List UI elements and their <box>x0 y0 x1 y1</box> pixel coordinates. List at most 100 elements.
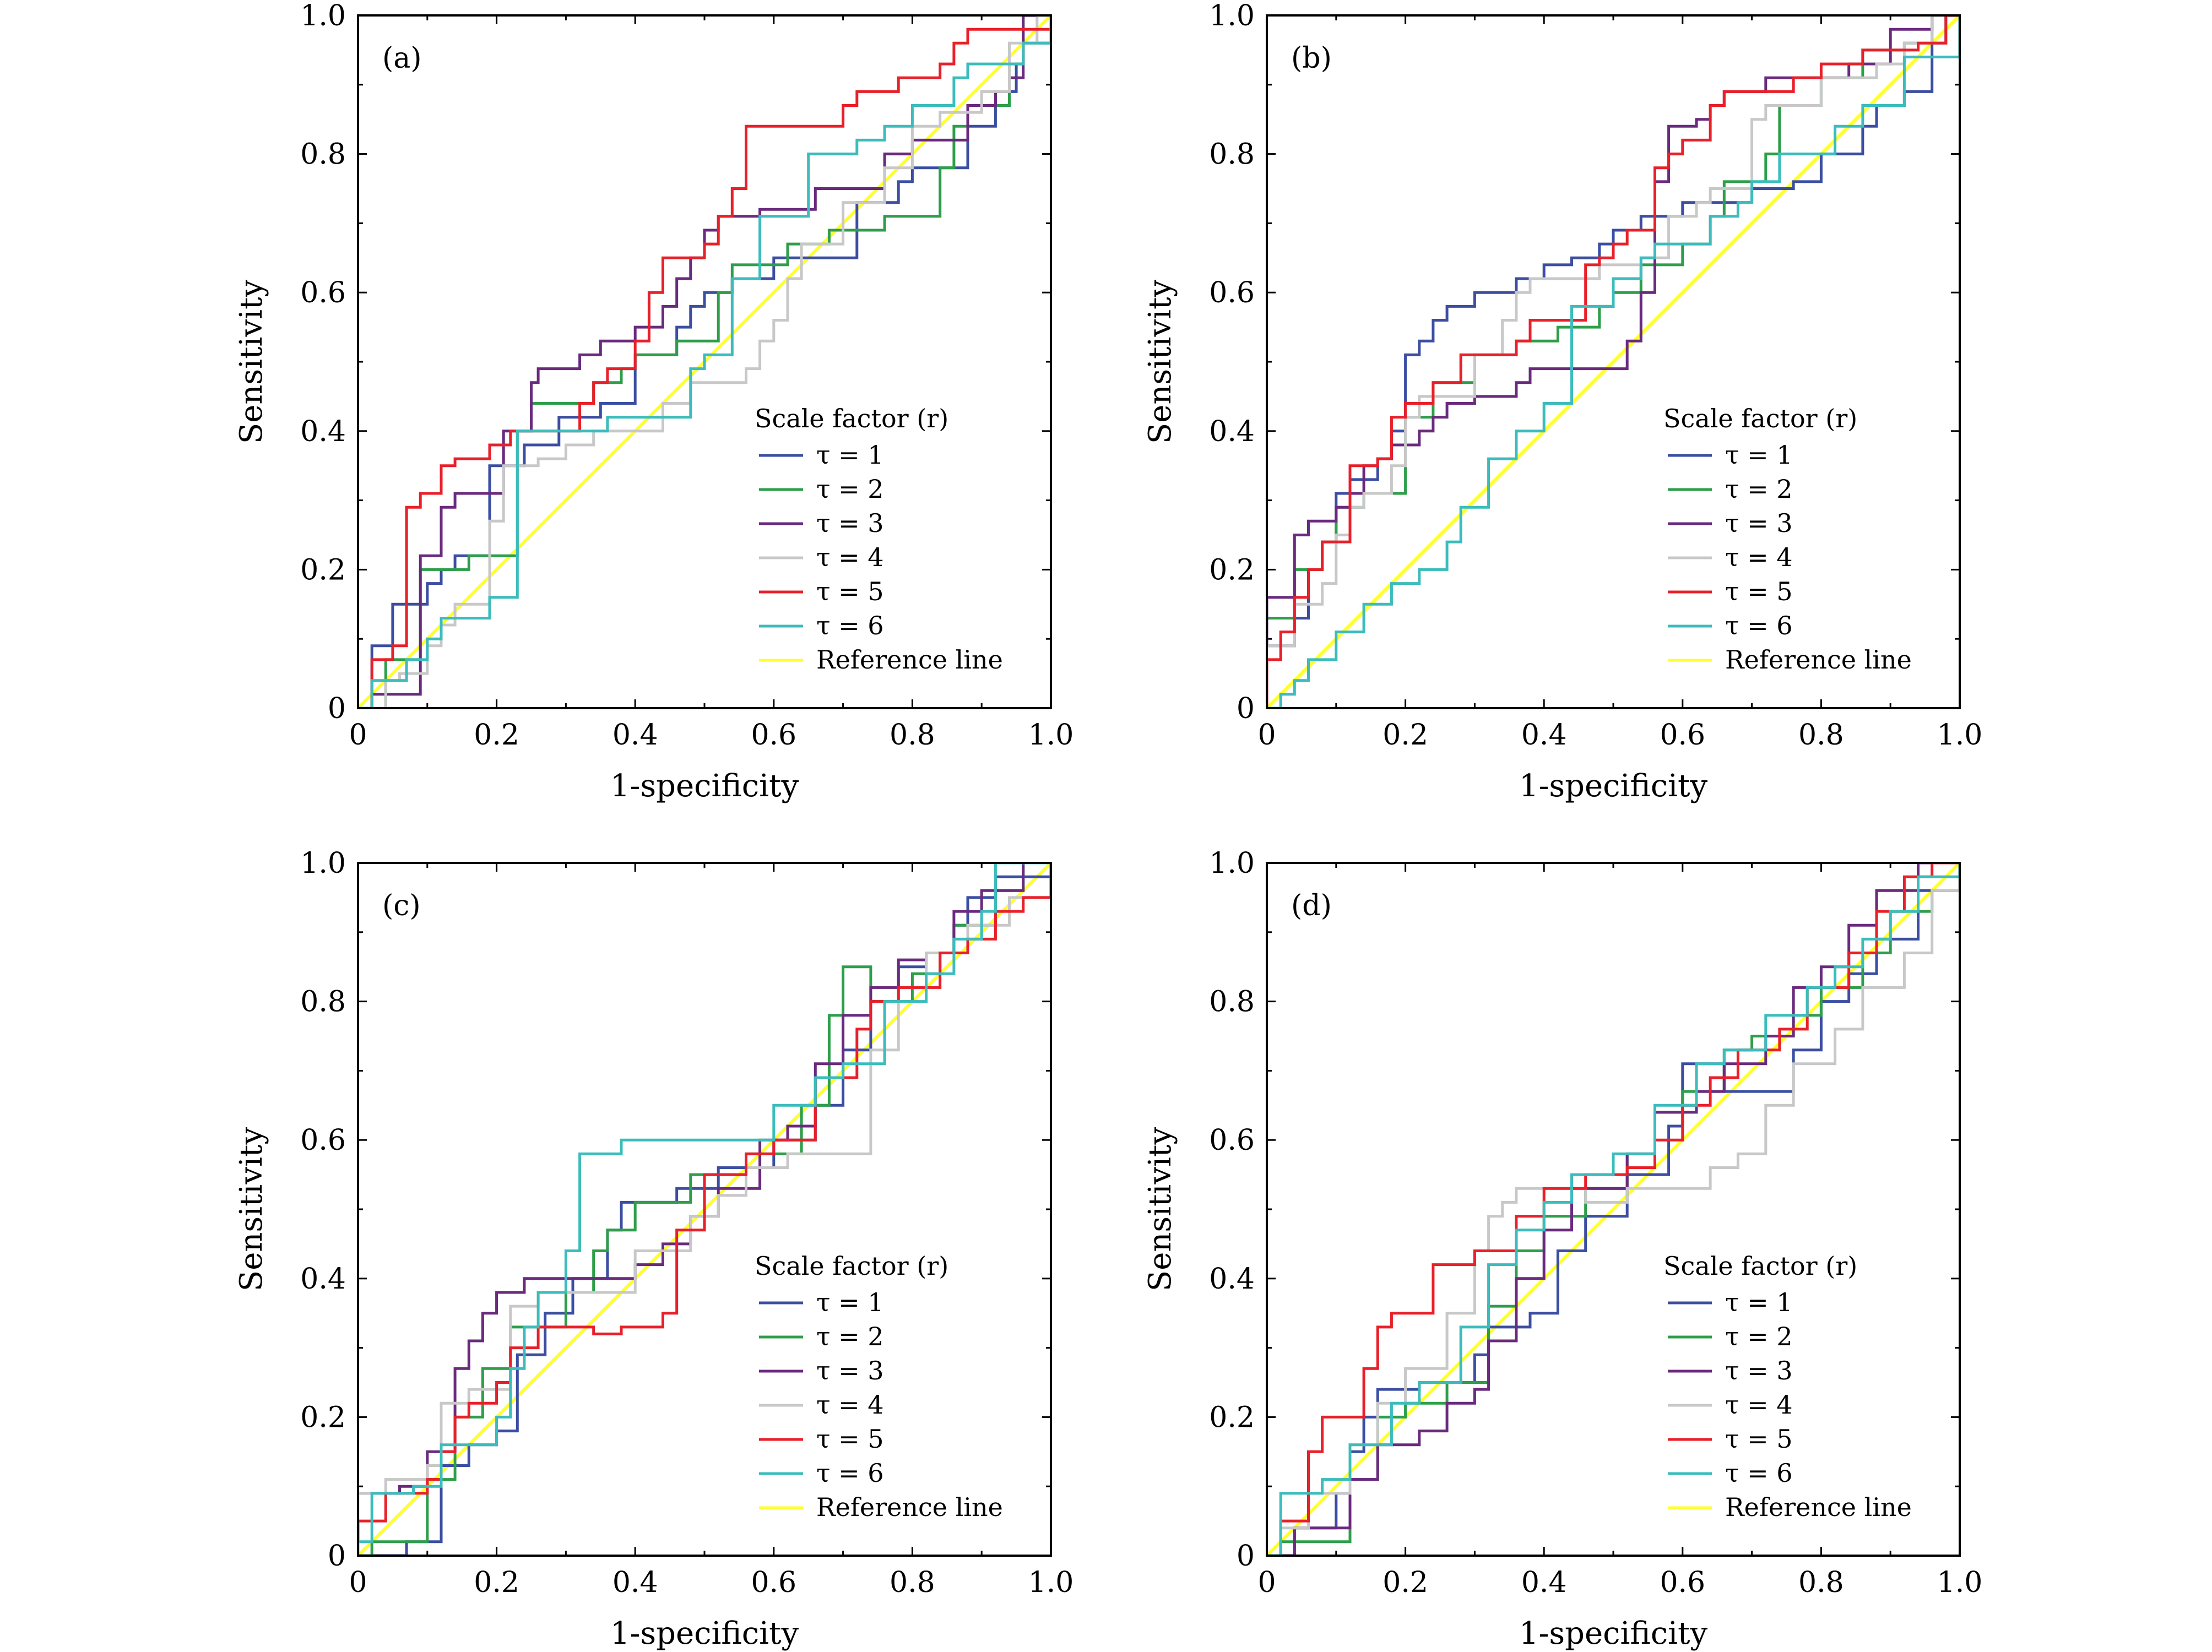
roc-series-line <box>1267 863 1960 1556</box>
panel-label: (a) <box>382 42 422 75</box>
reference-line <box>1267 15 1960 708</box>
y-tick-label: 0.6 <box>300 1124 346 1157</box>
legend-entry-label: τ = 6 <box>1725 611 1793 640</box>
y-tick-label: 0 <box>328 692 346 725</box>
y-tick-label: 0.6 <box>300 276 346 309</box>
x-axis-title: 1-specificity <box>610 768 799 804</box>
legend-entry-label: Reference line <box>816 1492 1003 1522</box>
legend-entry-label: Reference line <box>816 645 1003 675</box>
x-tick-label: 0 <box>1257 719 1276 752</box>
roc-series-line <box>358 15 1051 708</box>
y-tick-label: 0.8 <box>1209 138 1255 171</box>
legend-entry-label: τ = 5 <box>1725 1424 1793 1454</box>
y-tick-label: 0.4 <box>300 415 346 448</box>
legend-title: Scale factor (r) <box>755 1251 948 1281</box>
y-axis-title: Sensitivity <box>1142 279 1178 444</box>
y-tick-label: 0.6 <box>1209 1124 1255 1157</box>
legend-entry-label: τ = 4 <box>816 1390 884 1420</box>
y-tick-label: 0.8 <box>1209 986 1255 1019</box>
x-axis-title: 1-specificity <box>1519 1616 1708 1651</box>
roc-panel: 00 0.2 0.2 0.4 0.4 0.6 0.6 0.8 0.8 1.0 1.0 (b) 1-spe… <box>1142 0 1982 804</box>
legend-entry-label: τ = 3 <box>816 508 884 538</box>
x-axis-title: 1-specificity <box>610 1616 799 1651</box>
x-tick-label: 0.6 <box>751 1566 796 1599</box>
y-tick-label: 1.0 <box>300 847 346 880</box>
plot-frame <box>357 14 1052 709</box>
x-tick-label: 1.0 <box>1937 1566 1983 1599</box>
x-tick-label: 0.8 <box>890 719 935 752</box>
legend-title: Scale factor (r) <box>1663 404 1857 433</box>
roc-series-line <box>1267 863 1960 1556</box>
roc-series-line <box>1267 863 1960 1556</box>
x-tick-label: 0 <box>349 719 367 752</box>
roc-series-line <box>1267 15 1960 708</box>
legend-entry-label: Reference line <box>1725 1492 1912 1522</box>
legend-entry-label: τ = 6 <box>816 1458 884 1488</box>
legend-entry-label: τ = 5 <box>816 577 884 606</box>
y-axis-title: Sensitivity <box>234 1127 269 1291</box>
roc-panel: 00 0.2 0.2 0.4 0.4 0.6 0.6 0.8 0.8 1.0 1.0 (d) 1-spe… <box>1142 847 1982 1651</box>
y-tick-label: 0.8 <box>300 986 346 1019</box>
x-axis-title: 1-specificity <box>1519 768 1708 804</box>
legend-entry-label: τ = 6 <box>1725 1458 1793 1488</box>
x-tick-label: 0.6 <box>751 719 796 752</box>
y-tick-label: 0.8 <box>300 138 346 171</box>
roc-panel: 00 0.2 0.2 0.4 0.4 0.6 0.6 0.8 0.8 1.0 1.0 (c) 1-spe… <box>234 847 1074 1651</box>
y-tick-label: 0.2 <box>300 1401 346 1434</box>
legend: Scale factor (r) τ = 1 τ = 2 τ = 3 τ = 4 τ = … <box>1663 1251 1912 1522</box>
legend-entry-label: τ = 6 <box>816 611 884 640</box>
legend-entry-label: Reference line <box>1725 645 1912 675</box>
legend-entry-label: τ = 3 <box>816 1356 884 1385</box>
y-tick-label: 1.0 <box>1209 847 1255 880</box>
y-tick-label: 0 <box>1237 692 1255 725</box>
x-tick-label: 0 <box>1257 1566 1276 1599</box>
legend-entry-label: τ = 1 <box>816 1287 884 1317</box>
roc-panel: 00 0.2 0.2 0.4 0.4 0.6 0.6 0.8 0.8 1.0 1.0 (a) 1-spe… <box>234 0 1074 804</box>
y-tick-label: 0.2 <box>300 553 346 586</box>
legend-entry-label: τ = 5 <box>816 1424 884 1454</box>
y-tick-label: 0 <box>1237 1540 1255 1573</box>
legend-entry-label: τ = 1 <box>816 440 884 470</box>
legend-entry-label: τ = 5 <box>1725 577 1793 606</box>
legend-entry-label: τ = 4 <box>1725 1390 1793 1420</box>
legend: Scale factor (r) τ = 1 τ = 2 τ = 3 τ = 4 τ = … <box>755 1251 1003 1522</box>
x-tick-label: 0.2 <box>1382 1566 1428 1599</box>
legend-entry-label: τ = 1 <box>1725 440 1793 470</box>
roc-series-line <box>358 15 1051 708</box>
y-tick-label: 0.4 <box>1209 415 1255 448</box>
x-tick-label: 0.8 <box>890 1566 935 1599</box>
panel-label: (d) <box>1291 889 1332 922</box>
x-tick-label: 0 <box>349 1566 367 1599</box>
legend-title: Scale factor (r) <box>1663 1251 1857 1281</box>
x-tick-label: 0.2 <box>1382 719 1428 752</box>
x-tick-label: 1.0 <box>1028 1566 1074 1599</box>
x-tick-label: 0.4 <box>1521 1566 1567 1599</box>
roc-series-line <box>358 863 1051 1556</box>
y-axis-title: Sensitivity <box>234 279 269 444</box>
roc-series-line <box>358 15 1051 708</box>
legend-entry-label: τ = 3 <box>1725 508 1793 538</box>
roc-series-line <box>1267 15 1960 708</box>
panel-label: (b) <box>1291 42 1332 75</box>
roc-series-line <box>358 15 1051 708</box>
legend: Scale factor (r) τ = 1 τ = 2 τ = 3 τ = 4 τ = … <box>1663 404 1912 675</box>
legend-entry-label: τ = 3 <box>1725 1356 1793 1385</box>
x-tick-label: 1.0 <box>1937 719 1983 752</box>
x-tick-label: 0.2 <box>474 1566 519 1599</box>
legend-entry-label: τ = 1 <box>1725 1287 1793 1317</box>
plot-frame <box>1266 862 1961 1557</box>
x-tick-label: 1.0 <box>1028 719 1074 752</box>
y-axis-title: Sensitivity <box>1142 1127 1178 1291</box>
plot-frame <box>1266 14 1961 709</box>
x-tick-label: 0.4 <box>1521 719 1567 752</box>
y-tick-label: 1.0 <box>1209 0 1255 32</box>
x-tick-label: 0.8 <box>1798 719 1844 752</box>
legend-entry-label: τ = 2 <box>1725 1322 1793 1351</box>
y-tick-label: 0.2 <box>1209 553 1255 586</box>
roc-series-line <box>358 15 1051 708</box>
x-tick-label: 0.6 <box>1660 1566 1705 1599</box>
y-tick-label: 0 <box>328 1540 346 1573</box>
plot-frame <box>357 862 1052 1557</box>
y-tick-label: 0.4 <box>300 1263 346 1296</box>
legend-entry-label: τ = 2 <box>1725 474 1793 504</box>
